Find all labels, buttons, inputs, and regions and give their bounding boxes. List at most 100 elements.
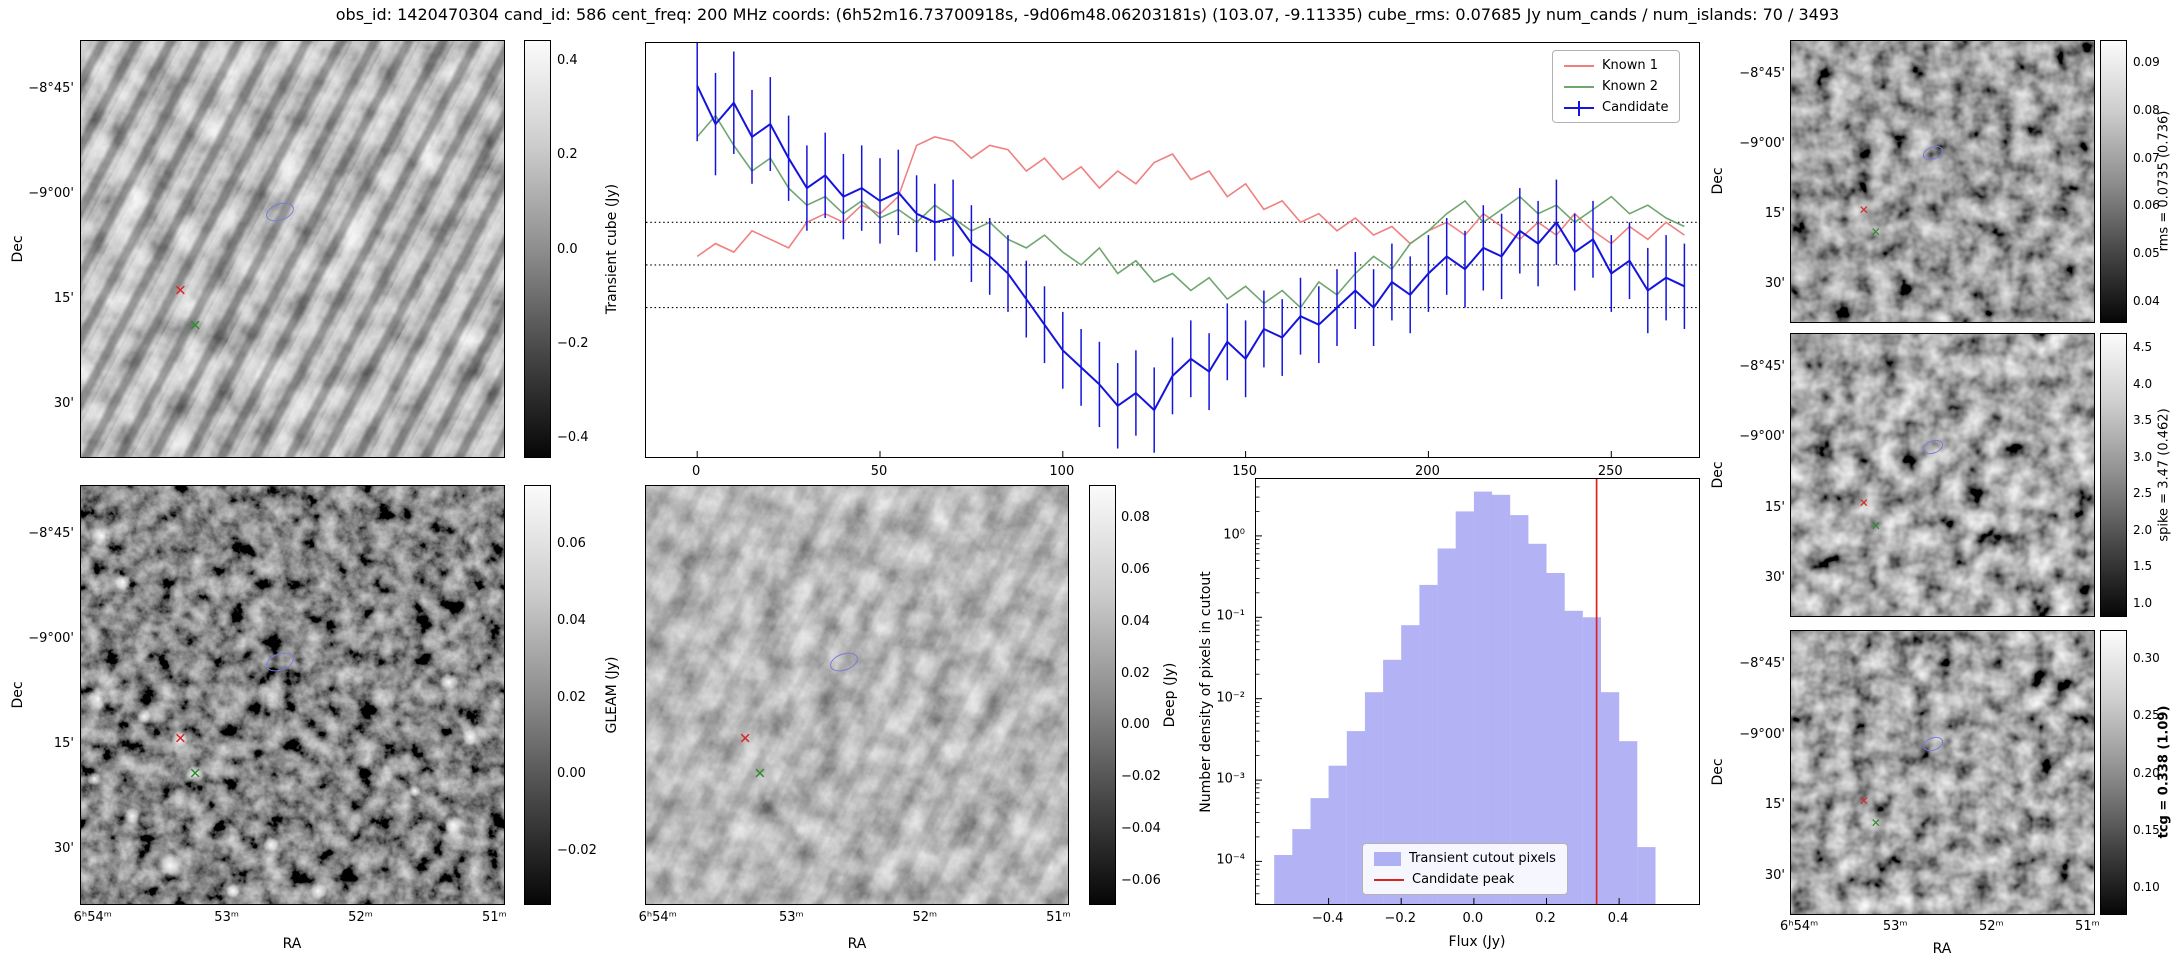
point-source	[226, 884, 241, 899]
noise-image	[1791, 334, 2094, 616]
point-source	[115, 574, 132, 591]
tick-label: −0.2	[557, 335, 589, 351]
tick-label: 0.02	[557, 689, 586, 705]
tick-label: 4.0	[2133, 376, 2153, 391]
tick-label: 10⁻⁴	[1216, 852, 1245, 868]
tick-label: 0.04	[557, 612, 586, 628]
point-source	[85, 687, 110, 712]
noise-rect	[81, 41, 504, 457]
tick-label: −0.06	[1121, 872, 1161, 888]
tick-label: −9°00'	[28, 186, 74, 201]
spike-colorbar	[2100, 333, 2127, 617]
tick-label: 0.06	[1121, 561, 1150, 577]
tick-label: 0.30	[2133, 651, 2160, 665]
legend-item-candidate-peak: Candidate peak	[1374, 872, 1556, 887]
histogram-bar	[1637, 847, 1656, 904]
tick-label: 2.5	[2133, 486, 2153, 501]
gleam-colorbar-label: GLEAM (Jy)	[604, 656, 620, 734]
histogram-bar	[1473, 491, 1493, 904]
histogram-bar	[1346, 731, 1365, 904]
point-source	[462, 728, 479, 745]
tick-label: 0.04	[2133, 293, 2160, 308]
legend-item-known1: Known 1	[1564, 58, 1668, 73]
deep-colorbar-label: Deep (Jy)	[1162, 662, 1178, 728]
transient-colorbar-label: Transient cube (Jy)	[604, 183, 620, 315]
gleam-ra-ticks: 6ʰ54ᵐ 53ᵐ 52ᵐ 51ᵐ	[74, 910, 507, 931]
tcg-cutout: ✕ ✕	[1790, 630, 2095, 915]
tick-label: −8°45'	[28, 81, 74, 96]
tick-label: 52ᵐ	[348, 910, 373, 925]
tcg-dec-ticks: −8°45' −9°00' 15' 30'	[1733, 630, 1785, 915]
tick-label: 150	[1232, 464, 1258, 479]
tick-label: −9°00'	[1739, 429, 1785, 445]
tick-label: 15'	[1764, 499, 1785, 515]
tick-label: −8°45'	[1739, 359, 1785, 374]
histogram-bar	[1401, 625, 1420, 904]
point-source	[443, 814, 464, 835]
tick-label: 10⁰	[1223, 527, 1245, 543]
tick-label: 1.0	[2133, 595, 2153, 610]
histogram-plot	[1255, 478, 1700, 905]
tick-label: 0.20	[2133, 765, 2160, 780]
peak-line-swatch	[1374, 878, 1404, 881]
histogram-bar	[1383, 659, 1402, 904]
tick-label: 6ʰ54ᵐ	[1780, 919, 1819, 934]
tick-label: 53ᵐ	[778, 910, 804, 925]
histogram-bar	[1619, 741, 1638, 904]
tick-label: 15'	[1764, 797, 1785, 813]
tick-label: 0.04	[1121, 613, 1150, 629]
noise-image	[1791, 41, 2094, 322]
histogram-legend: Transient cutout pixels Candidate peak	[1362, 843, 1568, 895]
histogram-bar	[1582, 617, 1601, 904]
known1-x-marker: ✕	[174, 729, 187, 748]
noise-rect	[1791, 334, 2094, 616]
rms-dec-ticks: −8°45' −9°00' 15' 30'	[1733, 40, 1785, 323]
histogram-bar	[1546, 573, 1565, 904]
spike-cutout: ✕ ✕	[1790, 333, 2095, 617]
tcg-ra-axis-label: RA	[1932, 941, 1952, 957]
tick-label: 0	[692, 464, 701, 479]
tick-label: 3.0	[2133, 449, 2153, 464]
noise-rect	[1791, 41, 2094, 322]
rms-colorbar-ticks: 0.09 0.08 0.07 0.06 0.05 0.04	[2133, 40, 2165, 323]
tick-label: 0.05	[2133, 246, 2160, 261]
legend-label: Transient cutout pixels	[1409, 851, 1556, 866]
histogram-patch-swatch	[1374, 851, 1401, 866]
known1-x-marker: ✕	[1858, 496, 1869, 511]
tick-label: −0.2	[1384, 911, 1417, 926]
histogram-bar	[1455, 511, 1474, 904]
known1-line-swatch	[1564, 64, 1594, 67]
known1-x-marker: ✕	[1858, 793, 1869, 808]
tick-label: 0.4	[1607, 911, 1629, 926]
spike-colorbar-label: spike = 3.47 (0.462)	[2156, 408, 2172, 542]
tick-label: 3.5	[2133, 413, 2153, 428]
errorbar-glyph	[1578, 100, 1580, 116]
tcg-colorbar-label: tcg = 0.338 (1.09)	[2156, 705, 2172, 839]
tick-label: 53ᵐ	[1882, 919, 1908, 934]
tick-label: 15'	[1764, 206, 1785, 221]
point-source	[137, 708, 152, 723]
gleam-dec-ticks: −8°45' −9°00' 15' 30'	[22, 485, 74, 905]
transient-colorbar	[524, 40, 551, 458]
point-source	[156, 853, 183, 880]
point-source	[86, 771, 101, 786]
gleam-colorbar-ticks: 0.06 0.04 0.02 0.00 −0.02	[557, 485, 603, 905]
histogram-bar	[1564, 610, 1583, 904]
legend-label: Known 1	[1602, 58, 1658, 73]
histogram-bar	[1528, 543, 1547, 904]
tick-label: 200	[1415, 464, 1440, 479]
tick-label: 53ᵐ	[214, 910, 239, 925]
point-source	[91, 525, 114, 548]
tick-label: 4.5	[2133, 340, 2153, 354]
tick-label: 0.02	[1121, 665, 1150, 681]
tick-label: 0.25	[2133, 708, 2160, 723]
tick-label: −0.02	[557, 843, 597, 858]
tick-label: 100	[1049, 464, 1075, 479]
tick-label: 51ᵐ	[1046, 910, 1071, 925]
deep-ra-axis-label: RA	[847, 936, 867, 952]
histogram-bar	[1274, 855, 1293, 904]
tick-label: 0.0	[557, 241, 578, 257]
transient-colorbar-ticks: 0.4 0.2 0.0 −0.2 −0.4	[557, 40, 603, 458]
known2-x-marker: ✕	[1870, 225, 1881, 240]
deep-ra-ticks: 6ʰ54ᵐ 53ᵐ 52ᵐ 51ᵐ	[639, 910, 1071, 931]
